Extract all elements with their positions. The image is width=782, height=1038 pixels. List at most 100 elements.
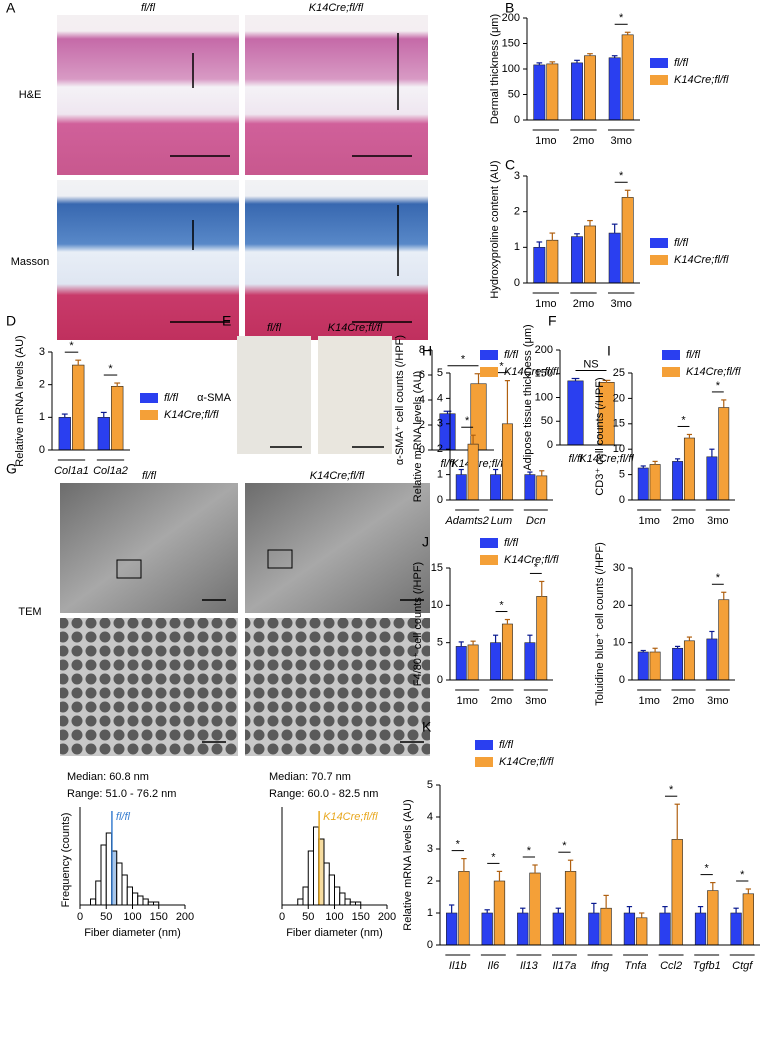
y-tick-label: 20 <box>613 392 625 404</box>
histogram-bar <box>132 892 139 906</box>
x-tick-label: 150 <box>352 911 370 923</box>
bar <box>730 912 742 946</box>
histogram-bar <box>137 895 144 906</box>
significance-label: NS <box>583 358 598 370</box>
y-tick-label: 0 <box>514 114 520 126</box>
bar <box>571 236 583 284</box>
bar <box>672 647 684 681</box>
bar <box>621 34 634 121</box>
y-tick-label: 5 <box>427 779 433 791</box>
x-tick-label: 1mo <box>535 135 556 147</box>
annotation: Range: 60.0 - 82.5 nm <box>269 788 378 800</box>
x-tick-label: Dcn <box>526 515 546 527</box>
bar <box>97 417 110 451</box>
legend-label: K14Cre;fl/fl <box>686 366 741 378</box>
significance-label: * <box>705 863 710 875</box>
zoom-box <box>267 549 293 569</box>
x-tick-label: K14Cre;fl/fl <box>579 453 634 465</box>
legend-label: K14Cre;fl/fl <box>674 254 729 266</box>
panel-letter: G <box>6 461 17 477</box>
y-tick-label: 5 <box>619 469 625 481</box>
y-axis-label: Adipose tissue thickness (μm) <box>522 324 534 470</box>
he-image <box>245 15 428 175</box>
y-tick-label: 150 <box>502 37 520 49</box>
significance-label: * <box>491 851 496 863</box>
y-tick-label: 1 <box>437 469 443 481</box>
bar <box>467 644 479 681</box>
bar <box>490 642 502 681</box>
chart: 0 5 10 15 20 25 1mo 2mo 3mo * * CD3⁺ cell counts (/… <box>594 349 741 527</box>
significance-label: * <box>619 12 624 24</box>
y-axis-label: Hydroxyproline content (AU) <box>489 160 501 298</box>
x-tick-label: 200 <box>176 911 194 923</box>
y-tick-label: 3 <box>427 843 433 855</box>
y-axis-label: α-SMA⁺ cell counts (/HPF) <box>394 335 406 465</box>
bar <box>683 437 695 501</box>
x-tick-label: 2mo <box>673 695 694 707</box>
x-tick-label: 2mo <box>573 298 594 310</box>
significance-label: * <box>456 839 461 851</box>
x-tick-label: Il13 <box>520 960 539 972</box>
y-tick-label: 0 <box>514 277 520 289</box>
bar <box>567 380 584 446</box>
tem-zoom-image <box>245 618 430 756</box>
panel-letter: F <box>548 313 557 329</box>
legend-label: K14Cre;fl/fl <box>504 554 559 566</box>
x-tick-label: Ccl2 <box>660 960 682 972</box>
median-marker-label: K14Cre;fl/fl <box>323 811 378 823</box>
annotation: Range: 51.0 - 76.2 nm <box>67 788 176 800</box>
x-tick-label: Lum <box>491 515 512 527</box>
y-tick-label: 100 <box>535 391 553 403</box>
x-axis-label: Fiber diameter (nm) <box>286 927 383 939</box>
panel-letter: C <box>505 157 515 173</box>
significance-label: * <box>465 415 470 427</box>
significance-label: * <box>461 354 466 366</box>
panel-letter: A <box>6 0 16 16</box>
legend-swatch <box>662 367 680 377</box>
y-tick-label: 0 <box>547 439 553 451</box>
histogram-bar <box>334 886 341 906</box>
bar <box>571 62 583 121</box>
y-tick-label: 200 <box>535 344 553 356</box>
significance-label: * <box>108 363 113 375</box>
y-tick-label: 3 <box>514 170 520 182</box>
bar <box>524 474 536 501</box>
x-tick-label: 1mo <box>638 695 659 707</box>
bar <box>718 407 730 501</box>
y-tick-label: 50 <box>541 415 553 427</box>
x-tick-label: Col1a1 <box>54 465 89 477</box>
image-label: fl/fl <box>267 322 282 334</box>
image-label: K14Cre;fl/fl <box>309 2 364 14</box>
legend-swatch <box>140 410 158 420</box>
y-tick-label: 3 <box>39 346 45 358</box>
tem-image <box>60 483 238 613</box>
y-tick-label: 0 <box>437 674 443 686</box>
legend-label: fl/fl <box>504 537 519 549</box>
bar <box>111 385 124 451</box>
y-tick-label: 0 <box>619 674 625 686</box>
chart: 0 5 10 15 1mo 2mo 3mo * * F4/80⁺ cell counts (/HP… <box>412 537 559 707</box>
legend-swatch <box>480 555 498 565</box>
y-axis-label: Relative mRNA levels (AU) <box>14 335 26 466</box>
bar <box>608 232 621 284</box>
histogram-bar <box>344 898 351 906</box>
x-tick-label: 3mo <box>707 695 728 707</box>
y-tick-label: 4 <box>419 394 425 406</box>
significance-label: * <box>740 869 745 881</box>
significance-label: * <box>619 170 624 182</box>
y-tick-label: 10 <box>431 599 443 611</box>
legend-label: fl/fl <box>674 57 689 69</box>
micrographs <box>57 15 430 756</box>
bar <box>707 890 719 946</box>
bar <box>533 64 546 121</box>
bar <box>706 456 718 501</box>
x-tick-label: Il1b <box>449 960 467 972</box>
chart: 0 10 20 30 1mo 2mo 3mo * Toluidine blue⁺ cell co… <box>594 542 735 707</box>
chart: K14Cre;fl/fl 0 50 100 150 200 Fiber diameter (… <box>269 771 396 939</box>
bar <box>637 467 649 501</box>
histogram-bar <box>297 898 304 906</box>
x-tick-label: Tgfb1 <box>693 960 721 972</box>
y-tick-label: 2 <box>514 206 520 218</box>
bar <box>493 880 506 946</box>
histogram-bar <box>95 880 102 906</box>
